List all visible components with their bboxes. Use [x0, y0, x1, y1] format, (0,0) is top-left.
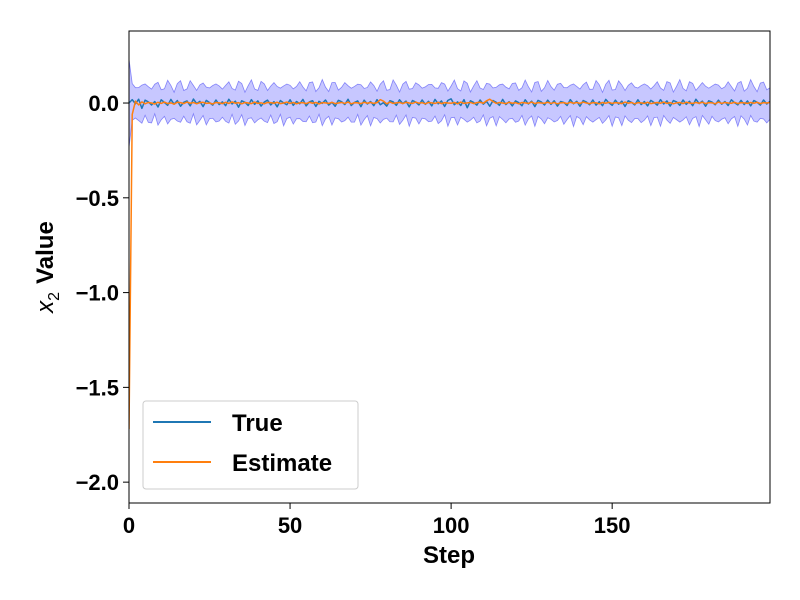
y-tick-label: −2.0: [76, 470, 119, 495]
y-axis-title: x2 Value: [32, 221, 63, 314]
plot-area: [129, 59, 770, 430]
series-line-estimate: [129, 98, 770, 430]
x-tick-label: 100: [433, 513, 470, 538]
series-group: [129, 59, 770, 430]
axes-frame: [128, 30, 771, 504]
y-axis-title-text: Value: [32, 221, 59, 284]
legend-label-estimate: Estimate: [232, 450, 332, 477]
y-tick-label: −0.5: [76, 186, 119, 211]
x-tick-label: 150: [594, 513, 631, 538]
x-tick-label: 0: [123, 513, 135, 538]
y-tick-label: −1.0: [76, 281, 119, 306]
y-axis-title-variable: x: [32, 300, 59, 314]
legend-label-true: True: [232, 410, 283, 437]
y-axis: 0.0 −0.5 −1.0 −1.5 −2.0: [76, 91, 129, 495]
x-tick-label: 50: [278, 513, 302, 538]
legend: True Estimate: [142, 400, 359, 490]
y-tick-label: −1.5: [76, 375, 119, 400]
x-axis: 0 50 100 150: [123, 503, 631, 538]
y-tick-label: 0.0: [88, 91, 119, 116]
x-axis-title: Step: [423, 542, 475, 569]
y-axis-title-subscript: 2: [46, 292, 63, 301]
